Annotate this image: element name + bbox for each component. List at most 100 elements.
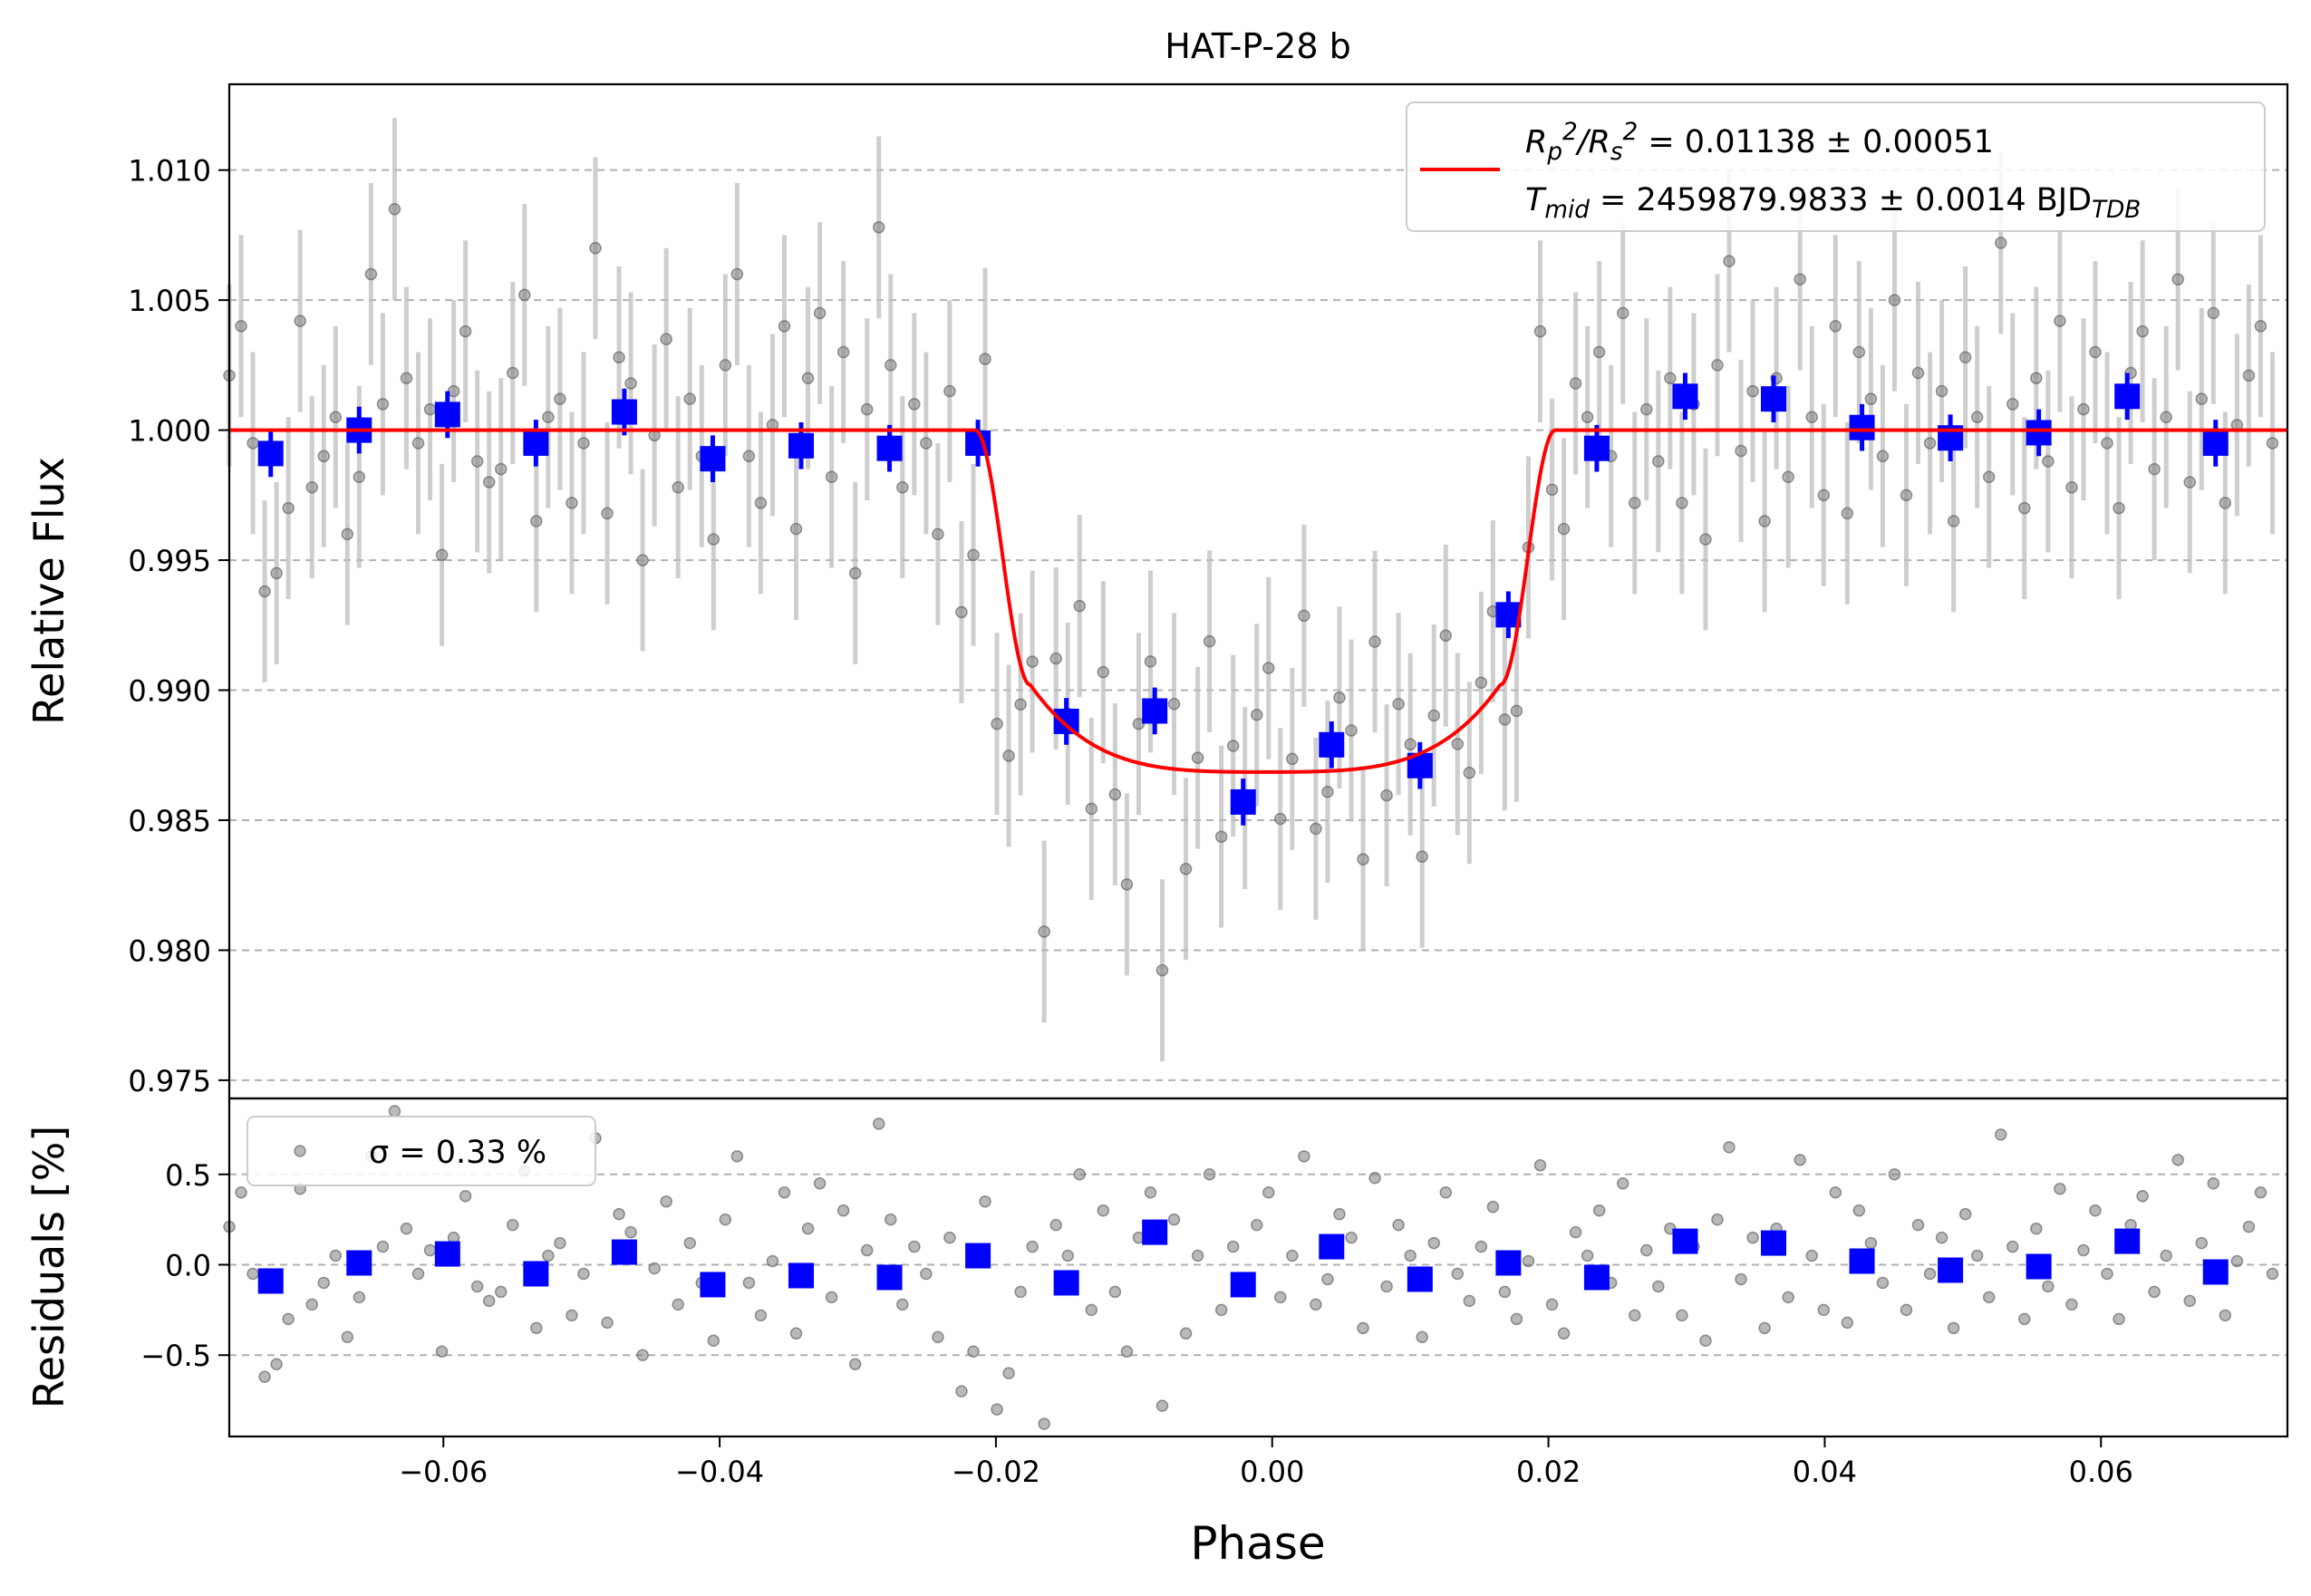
residual-raw-point [2018, 1312, 2031, 1326]
binned-point [700, 446, 726, 472]
residual-raw-point [1298, 1150, 1310, 1163]
residual-raw-point [1026, 1240, 1039, 1253]
raw-point [1156, 963, 1169, 977]
residual-binned-point [611, 1239, 637, 1265]
residual-raw-point [2160, 1249, 2172, 1262]
raw-point [1994, 237, 2007, 249]
residual-raw-point [766, 1254, 779, 1268]
residual-raw-point [1735, 1272, 1747, 1286]
raw-point [2148, 462, 2161, 476]
raw-point [1711, 359, 1724, 372]
residual-raw-point [2254, 1185, 2267, 1199]
raw-point [1746, 384, 1759, 398]
residual-raw-point [1404, 1249, 1417, 1262]
raw-point [1179, 862, 1193, 875]
main-legend: Rp2/Rs2 = 0.01138 ± 0.00051 Tmid = 24598… [1406, 102, 2266, 232]
residual-raw-point [979, 1195, 991, 1208]
xtick-label: 0.06 [2069, 1455, 2133, 1489]
residual-raw-point [1640, 1243, 1653, 1257]
binned-point [1142, 698, 1168, 724]
residual-raw-point [1085, 1303, 1098, 1317]
residual-raw-point [1794, 1154, 1806, 1166]
residual-raw-point [507, 1218, 519, 1232]
raw-point [613, 351, 625, 364]
residual-raw-point [1569, 1225, 1582, 1239]
residual-raw-point [554, 1236, 566, 1250]
binned-point [1053, 708, 1079, 734]
raw-point [1794, 273, 1806, 285]
raw-point [270, 566, 283, 580]
residual-raw-point [1061, 1249, 1074, 1262]
residual-raw-point [1439, 1185, 1453, 1199]
binned-point [611, 399, 637, 425]
residual-raw-point [813, 1176, 827, 1190]
raw-point [282, 501, 295, 515]
raw-point [1982, 470, 1996, 484]
residual-raw-point [2136, 1189, 2149, 1203]
raw-point [967, 548, 980, 562]
main-ytick-label: 0.990 [128, 674, 211, 709]
raw-point [1085, 802, 1098, 816]
residual-raw-point [2171, 1154, 2184, 1166]
x-axis-label: Phase [1190, 1517, 1325, 1570]
raw-point [920, 437, 933, 450]
residual-raw-point [1557, 1327, 1571, 1340]
residual-raw-point [885, 1213, 897, 1226]
residual-raw-point [2207, 1176, 2220, 1190]
raw-point [1274, 812, 1287, 826]
raw-point [294, 314, 306, 327]
xtick-label: −0.02 [952, 1455, 1040, 1489]
residual-binned-point [1407, 1266, 1433, 1292]
xtick-label: −0.04 [675, 1455, 764, 1489]
residual-raw-point [482, 1294, 496, 1308]
residual-raw-point [801, 1222, 815, 1235]
raw-point [542, 411, 555, 424]
residual-raw-point [1758, 1321, 1771, 1335]
raw-point [1262, 662, 1275, 674]
raw-point [329, 411, 343, 424]
residual-raw-point [1592, 1204, 1606, 1217]
residual-raw-point [1345, 1231, 1358, 1244]
main-legend-box [1406, 102, 2266, 232]
xtick-label: 0.04 [1793, 1455, 1857, 1489]
raw-point [979, 353, 991, 365]
raw-point [1699, 533, 1712, 546]
raw-point [482, 476, 496, 488]
raw-point [341, 527, 354, 541]
legend-tmid-label: Tmid = 2459879.9833 ± 0.0014 BJDTDB [1525, 182, 2141, 224]
residual-raw-point [1214, 1303, 1228, 1317]
raw-point [1144, 655, 1157, 668]
raw-point [1498, 713, 1512, 726]
residual-raw-point [2065, 1298, 2078, 1311]
residual-raw-point [317, 1276, 331, 1290]
raw-point [932, 527, 944, 541]
raw-point [1167, 698, 1181, 711]
raw-point [566, 497, 578, 509]
residual-raw-point [613, 1207, 625, 1221]
raw-point [1002, 750, 1015, 762]
residual-raw-point [2230, 1254, 2244, 1268]
raw-point [778, 320, 791, 333]
raw-point [2089, 345, 2102, 359]
raw-point [1073, 599, 1087, 613]
residual-raw-point [2042, 1280, 2055, 1293]
residual-raw-point [1427, 1236, 1440, 1250]
residual-raw-point [991, 1403, 1003, 1416]
raw-point [1451, 738, 1465, 750]
raw-point [2018, 501, 2031, 515]
raw-point [1947, 515, 1960, 527]
raw-point [1758, 515, 1771, 527]
binned-point [1319, 731, 1345, 758]
raw-point [247, 437, 259, 450]
raw-point [2171, 273, 2184, 285]
residual-raw-point [1676, 1309, 1688, 1322]
residual-raw-point [1533, 1159, 1547, 1172]
residual-raw-point [1486, 1200, 1500, 1214]
binned-point [1761, 386, 1787, 412]
residual-raw-point [1167, 1213, 1181, 1226]
residual-raw-point [2183, 1294, 2196, 1308]
main-ytick-label: 1.010 [128, 154, 211, 189]
residual-raw-point [329, 1249, 343, 1262]
raw-point [624, 377, 637, 390]
transit-model-line [229, 428, 2287, 774]
